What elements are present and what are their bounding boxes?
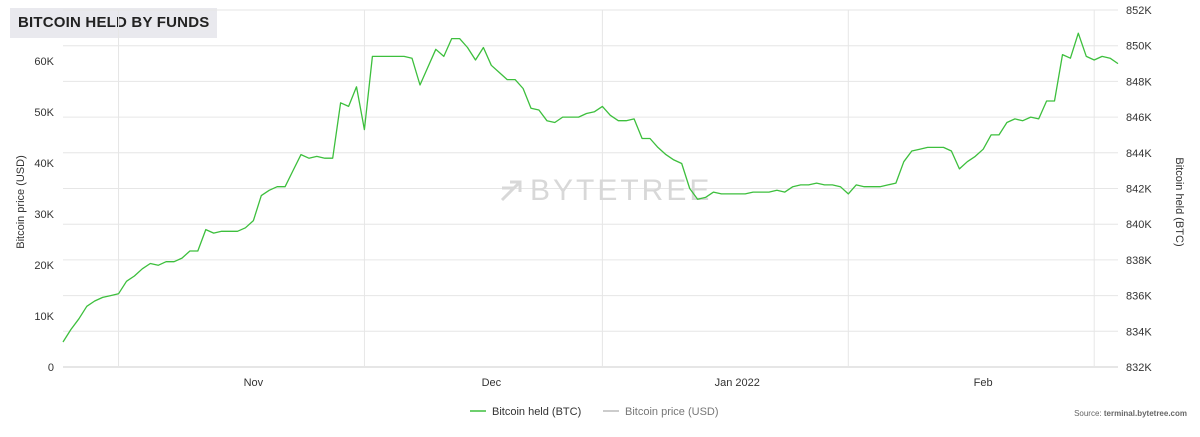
grid (63, 9, 1118, 368)
bytetree-logo-icon (500, 180, 522, 202)
right-tick-label: 842K (1126, 184, 1152, 196)
legend: Bitcoin held (BTC) Bitcoin price (USD) (470, 406, 719, 418)
right-tick-label: 844K (1126, 148, 1152, 160)
right-tick-label: 850K (1126, 41, 1152, 53)
watermark-text: BYTETREE (530, 174, 712, 207)
chart-title-badge: BITCOIN HELD BY FUNDS (10, 8, 218, 38)
legend-item-btc[interactable]: Bitcoin held (BTC) (470, 406, 581, 418)
right-axis-title: Bitcoin held (BTC) (1173, 157, 1185, 246)
left-tick-label: 10K (34, 311, 54, 323)
right-axis-ticks: 832K 834K 836K 838K 840K 842K 844K 846K 848K 850K… (1126, 5, 1152, 374)
left-tick-label: 60K (34, 56, 54, 68)
left-tick-label: 0 (48, 362, 54, 374)
legend-label-price: Bitcoin price (USD) (625, 406, 719, 418)
x-tick-label: Feb (974, 377, 993, 389)
legend-item-price[interactable]: Bitcoin price (USD) (603, 406, 719, 418)
right-tick-label: 848K (1126, 76, 1152, 88)
series-line-btc (62, 32, 1119, 343)
legend-label-btc: Bitcoin held (BTC) (492, 406, 581, 418)
right-tick-label: 832K (1126, 362, 1152, 374)
right-tick-label: 838K (1126, 255, 1152, 267)
x-tick-label: Nov (244, 377, 264, 389)
left-tick-label: 40K (34, 158, 54, 170)
x-tick-label: Jan 2022 (715, 377, 760, 389)
left-tick-label: 20K (34, 260, 54, 272)
right-tick-label: 840K (1126, 219, 1152, 231)
left-axis-title: Bitcoin price (USD) (15, 155, 27, 249)
source-link[interactable]: terminal.bytetree.com (1104, 409, 1187, 418)
right-tick-label: 846K (1126, 112, 1152, 124)
x-axis-ticks: Nov Dec Jan 2022 Feb (244, 377, 993, 389)
right-tick-label: 852K (1126, 5, 1152, 17)
left-axis-ticks: 0 10K 20K 30K 40K 50K 60K (34, 56, 54, 374)
series-group (62, 32, 1119, 343)
left-tick-label: 30K (34, 209, 54, 221)
x-tick-label: Dec (482, 377, 502, 389)
source-note: Source: terminal.bytetree.com (1074, 409, 1187, 418)
left-tick-label: 50K (34, 107, 54, 119)
bytetree-watermark: BYTETREE (500, 174, 712, 207)
source-prefix: Source: (1074, 409, 1104, 418)
chart-title: BITCOIN HELD BY FUNDS (18, 14, 210, 31)
right-tick-label: 834K (1126, 326, 1152, 338)
right-tick-label: 836K (1126, 291, 1152, 303)
